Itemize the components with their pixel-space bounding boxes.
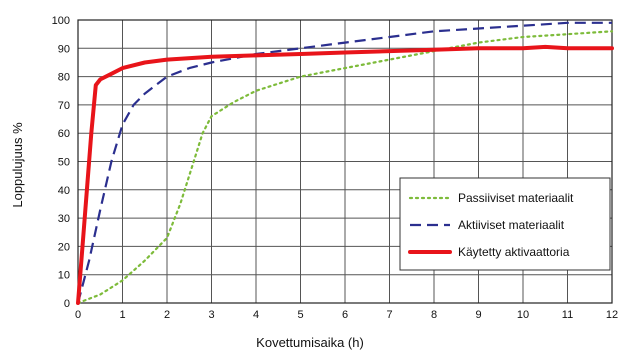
y-tick-label: 0 — [64, 298, 70, 310]
axes — [77, 19, 613, 304]
legend-label-1: Passiiviset materiaalit — [458, 191, 574, 205]
x-tick-label: 6 — [342, 309, 348, 321]
legend-label-2: Aktiiviset materiaalit — [458, 218, 565, 232]
x-tick-label: 1 — [119, 309, 125, 321]
y-tick-label: 80 — [58, 72, 70, 84]
y-tick-label: 70 — [58, 100, 70, 112]
y-tick-label: 30 — [58, 213, 70, 225]
legend: Passiiviset materiaalit Aktiiviset materi… — [399, 177, 611, 271]
y-tick-label: 90 — [58, 43, 70, 55]
y-tick-label: 60 — [58, 128, 70, 140]
x-tick-label: 10 — [517, 309, 529, 321]
x-tick-label: 9 — [475, 309, 481, 321]
x-tick-label: 2 — [164, 309, 170, 321]
plot-frame — [77, 19, 613, 304]
y-tick-label: 10 — [58, 270, 70, 282]
series-line-3 — [76, 44, 614, 305]
legend-label-3: Käytetty aktivaattoria — [458, 245, 570, 259]
y-tick-label: 100 — [52, 15, 70, 27]
y-tick-label: 40 — [58, 185, 70, 197]
x-tick-label: 3 — [208, 309, 214, 321]
x-tick-label: 5 — [297, 309, 303, 321]
series-line-1 — [76, 30, 614, 305]
x-tick-label: 8 — [431, 309, 437, 321]
x-tick-label: 7 — [386, 309, 392, 321]
y-tick-label: 20 — [58, 241, 70, 253]
x-tick-label: 0 — [75, 309, 81, 321]
y-axis-title: Loppulujuus % — [10, 122, 25, 208]
x-tick-label: 4 — [253, 309, 259, 321]
x-axis-title: Kovettumisaika (h) — [256, 335, 364, 350]
series-group — [76, 21, 614, 305]
x-tick-label: 11 — [562, 309, 573, 321]
y-tick-label: 50 — [58, 157, 70, 169]
x-tick-label: 12 — [606, 309, 618, 321]
series-line-2 — [76, 21, 612, 304]
